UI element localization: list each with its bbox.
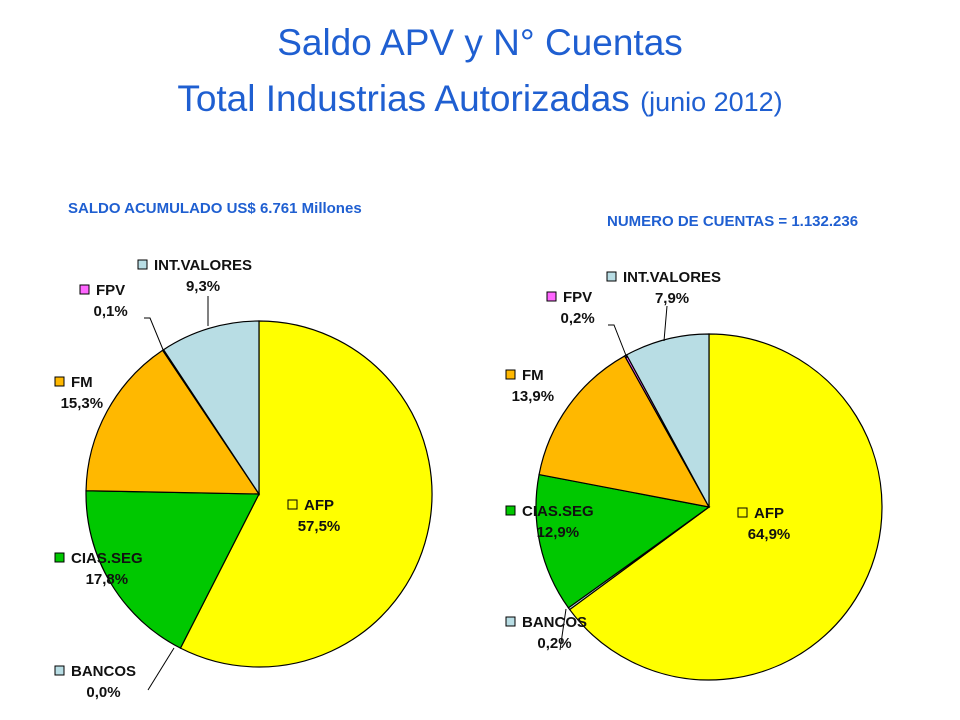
slice-value-afp: 57,5%: [298, 518, 341, 535]
pie-slice-afp: [568, 333, 883, 681]
legend-swatch-bancos: [54, 665, 65, 676]
pie-labels: AFP 64,9% BANCOS 0,2% CIAS.SEG 12,9% FM 13,9% FP…: [505, 269, 791, 652]
slice-label-fm: FM: [71, 374, 93, 391]
slice-value-fpv: 0,1%: [93, 303, 127, 320]
leader-line-fpv: [608, 324, 628, 359]
page-subtitle-main: Total Industrias Autorizadas: [177, 78, 630, 119]
legend-swatch-cias-seg: [54, 552, 65, 563]
legend-swatch-fm: [505, 369, 516, 380]
slice-label-fm: FM: [522, 367, 544, 384]
leader-line-fpv: [144, 317, 165, 353]
slice-label-cias-seg: CIAS.SEG: [71, 550, 143, 567]
slice-value-bancos: 0,2%: [537, 635, 571, 652]
slice-label-bancos: BANCOS: [71, 663, 136, 680]
pie-slices-cuentas: [535, 333, 883, 681]
slice-value-fm: 15,3%: [61, 395, 104, 412]
slice-label-fpv: FPV: [563, 289, 592, 306]
pie-slice-cias-seg: [535, 473, 711, 609]
slice-label-cias-seg: CIAS.SEG: [522, 503, 594, 520]
slice-value-bancos: 0,0%: [86, 684, 120, 701]
legend-swatch-afp: [287, 499, 298, 510]
legend-swatch-fpv: [546, 291, 557, 302]
legend-swatch-fm: [54, 376, 65, 387]
chart-title-saldo: SALDO ACUMULADO US$ 6.761 Millones: [68, 200, 362, 217]
pie-labels: AFP 57,5% BANCOS 0,0% CIAS.SEG 17,8% FM 15,3% FP…: [54, 257, 341, 701]
slice-value-int-valores: 7,9%: [655, 290, 689, 307]
page-subtitle: Total Industrias Autorizadas (junio 2012…: [0, 77, 960, 124]
slice-label-afp: AFP: [304, 497, 334, 514]
page-title: Saldo APV y N° Cuentas: [277, 22, 683, 63]
page-subtitle-date: (junio 2012): [640, 87, 783, 117]
legend-swatch-afp: [737, 507, 748, 518]
slice-value-afp: 64,9%: [748, 526, 791, 543]
slice-label-bancos: BANCOS: [522, 614, 587, 631]
pie-slice-int-valores: [162, 320, 260, 496]
slice-label-int-valores: INT.VALORES: [623, 269, 721, 286]
slice-value-fpv: 0,2%: [560, 310, 594, 327]
slice-value-cias-seg: 12,9%: [537, 524, 580, 541]
legend-swatch-cias-seg: [505, 505, 516, 516]
slice-value-int-valores: 9,3%: [186, 278, 220, 295]
legend-swatch-fpv: [79, 284, 90, 295]
pie-chart-cuentas: NUMERO DE CUENTAS = 1.132.236 AFP 64,9% BA…: [505, 213, 883, 681]
pie-slice-cias-seg: [85, 490, 260, 649]
leader-line-bancos: [147, 647, 175, 691]
slice-value-cias-seg: 17,8%: [86, 571, 129, 588]
legend-swatch-bancos: [505, 616, 516, 627]
pie-slices-saldo: [85, 320, 433, 668]
pie-slice-fm: [85, 349, 261, 495]
slice-label-afp: AFP: [754, 505, 784, 522]
pie-chart-saldo: SALDO ACUMULADO US$ 6.761 Millones AFP 57…: [54, 200, 433, 701]
slice-label-int-valores: INT.VALORES: [154, 257, 252, 274]
chart-title-cuentas: NUMERO DE CUENTAS = 1.132.236: [607, 213, 858, 230]
leader-line-bancos: [559, 608, 567, 651]
legend-swatch-int-valores: [606, 271, 617, 282]
leader-line-int-valores: [663, 305, 668, 342]
pie-slice-int-valores: [625, 333, 710, 508]
slice-value-fm: 13,9%: [512, 388, 555, 405]
legend-swatch-int-valores: [137, 259, 148, 270]
pie-slice-fm: [538, 355, 711, 508]
slice-label-fpv: FPV: [96, 282, 125, 299]
pie-slice-afp: [179, 320, 433, 668]
